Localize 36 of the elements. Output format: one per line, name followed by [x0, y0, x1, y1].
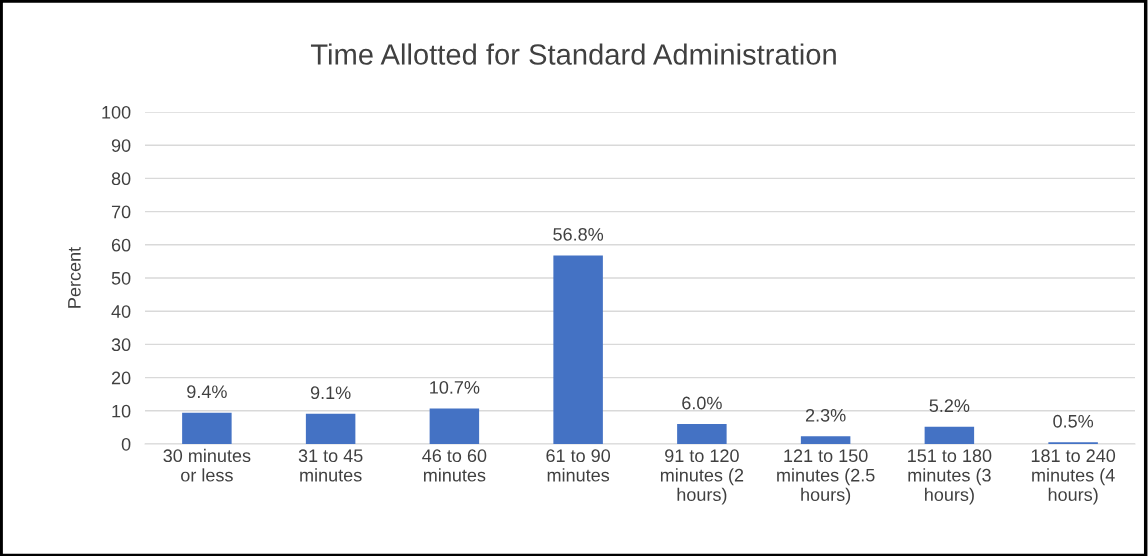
y-tick-label: 70 [111, 205, 131, 219]
bar [182, 412, 232, 444]
x-tick-label: 91 to 120 minutes (2 hours) [660, 449, 744, 505]
x-tick-label: 30 minutes or less [163, 448, 251, 482]
x-tick-label: 181 to 240 minutes (4 hours) [1031, 449, 1116, 505]
data-label: 9.4% [187, 385, 227, 399]
bar [429, 408, 480, 444]
data-label: 2.3% [805, 408, 846, 422]
y-tick-label: 30 [111, 338, 131, 352]
y-axis-title: Percent [68, 247, 81, 308]
y-tick-label: 20 [111, 371, 131, 385]
x-tick-label: 46 to 60 minutes [422, 449, 487, 482]
y-tick-label: 0 [121, 437, 131, 451]
y-tick-label: 80 [111, 172, 131, 186]
bar [924, 426, 975, 444]
y-tick-label: 90 [111, 139, 131, 152]
x-tick-label: 121 to 150 minutes (2.5 hours) [777, 449, 875, 505]
bar [305, 413, 356, 444]
y-tick-label: 40 [111, 305, 131, 318]
chart-title: Time Allotted for Standard Administration [310, 43, 836, 65]
bar [677, 424, 727, 444]
data-label: 10.7% [430, 381, 480, 394]
data-label: 9.1% [310, 386, 351, 400]
y-tick-label: 50 [111, 271, 131, 285]
x-tick-label: 61 to 90 minutes [546, 449, 611, 482]
bar [553, 255, 603, 444]
data-label: 6.0% [682, 396, 722, 410]
data-label: 0.5% [1053, 414, 1094, 428]
y-tick-label: 60 [111, 238, 131, 252]
x-tick-label: 151 to 180 minutes (3 hours) [908, 449, 992, 505]
data-label: 56.8% [553, 227, 604, 241]
y-tick-label: 100 [102, 105, 131, 119]
bar [800, 436, 851, 444]
x-tick-label: 31 to 45 minutes [298, 449, 363, 482]
y-tick-label: 10 [112, 404, 131, 418]
data-label: 5.2% [929, 399, 970, 413]
